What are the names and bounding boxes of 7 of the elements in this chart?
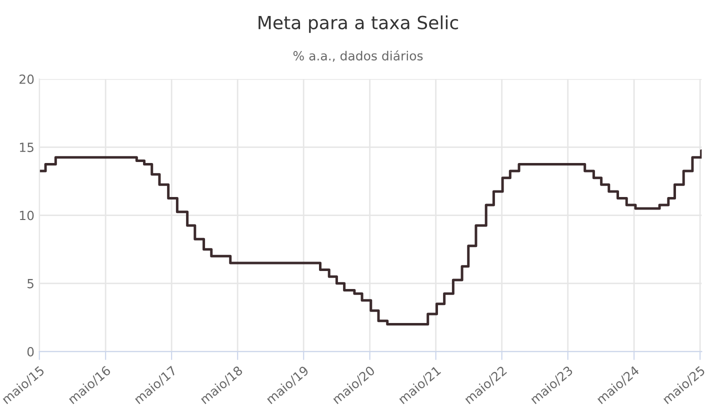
y-tick-label: 15 [20,142,34,152]
y-tick-label: 10 [20,210,34,220]
y-tick-label: 20 [20,74,34,84]
chart-subtitle: % a.a., dados diários [293,50,423,62]
chart-title: Meta para a taxa Selic [258,15,458,33]
y-tick-label: 0 [27,346,34,356]
y-tick-label: 5 [28,279,34,288]
